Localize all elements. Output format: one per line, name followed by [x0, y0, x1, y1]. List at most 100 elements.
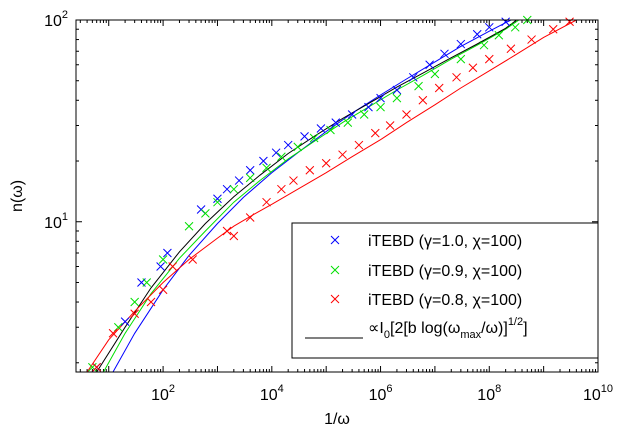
- data-point: [343, 118, 353, 127]
- data-point: [289, 176, 298, 185]
- data-point: [316, 124, 326, 133]
- data-point: [321, 158, 331, 168]
- legend-marker: [330, 294, 340, 304]
- data-point: [331, 118, 341, 127]
- data-point: [434, 83, 444, 93]
- data-point: [370, 128, 380, 138]
- data-point: [347, 110, 357, 119]
- legend-marker: [330, 265, 340, 275]
- y-tick-label: 102: [44, 9, 68, 30]
- data-point: [418, 95, 428, 105]
- data-point: [245, 213, 255, 222]
- data-point: [222, 184, 232, 194]
- data-point: [392, 93, 402, 103]
- x-tick-label: 106: [369, 383, 393, 404]
- legend-items: iTEBD (γ=1.0, χ=100) iTEBD (γ=0.9, χ=100)…: [305, 233, 528, 341]
- data-point: [92, 362, 102, 372]
- x-tick-label: 102: [151, 383, 175, 404]
- data-point: [309, 133, 319, 143]
- x-tick-label: 104: [260, 383, 284, 404]
- legend-box: [291, 222, 599, 359]
- data-point: [494, 30, 504, 40]
- data-point: [385, 121, 395, 130]
- data-point: [501, 17, 510, 27]
- data-point: [414, 81, 423, 91]
- data-point: [245, 173, 255, 183]
- data-point: [305, 165, 315, 175]
- data-point: [506, 44, 516, 54]
- data-point: [376, 102, 385, 112]
- data-point: [283, 140, 293, 150]
- fit-curve: [103, 20, 520, 372]
- data-point: [245, 165, 255, 175]
- data-point: [213, 194, 222, 204]
- data-point: [213, 197, 222, 207]
- data-point: [402, 110, 411, 119]
- data-point: [430, 69, 440, 79]
- data-point: [271, 148, 281, 158]
- data-point: [392, 85, 402, 95]
- data-point: [300, 132, 309, 141]
- legend-label: iTEBD (γ=0.8, χ=100): [368, 292, 522, 309]
- data-point: [456, 39, 466, 49]
- data-markers: [88, 15, 574, 372]
- data-point: [259, 156, 268, 166]
- data-point: [326, 125, 335, 135]
- data-point: [158, 285, 168, 295]
- data-point: [201, 209, 210, 218]
- data-point: [163, 248, 172, 258]
- data-point: [130, 309, 140, 319]
- data-point: [548, 24, 558, 34]
- data-point: [376, 93, 385, 103]
- data-point: [120, 317, 130, 326]
- data-point: [338, 150, 347, 160]
- x-tick-label: 1010: [583, 383, 613, 404]
- fit-curve: [86, 20, 577, 372]
- data-point: [188, 255, 198, 264]
- data-point: [510, 22, 520, 32]
- data-point: [359, 110, 369, 119]
- legend-label: ∝I0[2[b log(ωmax/ω)]1/2]: [368, 316, 528, 341]
- data-point: [277, 152, 286, 162]
- data-point: [229, 184, 239, 194]
- fit-curve: [112, 20, 512, 372]
- x-tick-labels: 102 104 106 108 1010: [151, 383, 613, 404]
- data-point: [184, 221, 194, 231]
- legend: iTEBD (γ=1.0, χ=100) iTEBD (γ=0.9, χ=100)…: [291, 222, 599, 359]
- data-point: [456, 54, 466, 64]
- data-point: [484, 22, 494, 32]
- data-point: [108, 328, 118, 338]
- y-axis-label: n(ω): [9, 180, 26, 212]
- data-point: [277, 184, 286, 194]
- data-point: [262, 197, 271, 207]
- data-point: [158, 255, 168, 264]
- data-point: [156, 262, 165, 271]
- x-tick-label: 108: [477, 383, 501, 404]
- data-point: [452, 72, 461, 82]
- data-point: [142, 278, 152, 287]
- data-point: [222, 226, 232, 236]
- y-tick-label: 101: [44, 211, 68, 232]
- x-axis-label: 1/ω: [324, 411, 350, 428]
- data-point: [527, 35, 536, 44]
- data-point: [113, 322, 123, 332]
- data-point: [468, 63, 478, 73]
- data-point: [168, 262, 178, 271]
- data-point: [425, 60, 434, 70]
- data-point: [408, 72, 418, 82]
- data-point: [262, 163, 271, 173]
- data-point: [229, 231, 239, 241]
- data-point: [472, 29, 482, 39]
- data-point: [130, 297, 140, 307]
- data-point: [146, 297, 156, 307]
- legend-label: iTEBD (γ=1.0, χ=100): [368, 233, 522, 250]
- legend-marker: [330, 235, 340, 245]
- legend-label: iTEBD (γ=0.9, χ=100): [368, 263, 522, 280]
- y-tick-labels: 101 102: [44, 9, 68, 232]
- data-point: [354, 140, 364, 150]
- data-point: [88, 362, 97, 372]
- data-point: [234, 176, 244, 185]
- data-point: [565, 17, 574, 27]
- data-point: [293, 142, 303, 152]
